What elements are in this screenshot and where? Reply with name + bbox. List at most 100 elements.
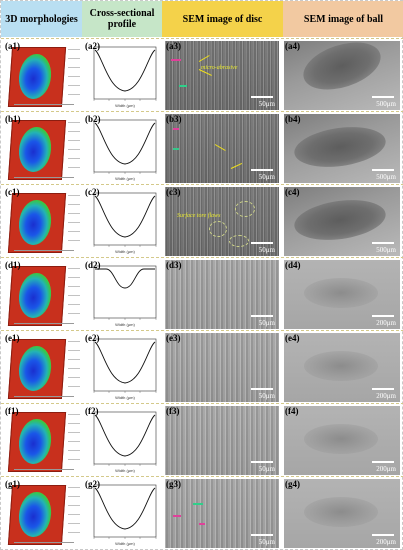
profile-plot: Width (μm): [93, 119, 157, 181]
profile-ticks: [93, 245, 157, 247]
header-sem-ball: SEM image of ball: [283, 1, 403, 37]
profile-ticks: [93, 318, 157, 320]
scale-bar: [251, 242, 273, 244]
panel-label: (b2): [85, 114, 101, 124]
morphology-panel: (a1): [4, 41, 80, 110]
profile-plot: Width (μm): [93, 192, 157, 254]
scale-bar: [372, 96, 394, 98]
figure-row: (b1) (b2) Width (μm): [1, 111, 403, 184]
sem-disc-image: [165, 333, 279, 402]
profile-xlabel: Width (μm): [115, 541, 135, 546]
wear-scar: [304, 351, 378, 381]
profile-curve: [94, 122, 156, 165]
topography-axis-ticks: [68, 268, 80, 314]
scale-bar: [251, 534, 273, 536]
scale-bar-label: 500μm: [376, 100, 396, 108]
header-sem-ball-label: SEM image of ball: [303, 13, 384, 25]
profile-curve: [94, 487, 156, 530]
topography-axis: [14, 396, 74, 399]
sem-disc-image: micro-abrasive: [165, 41, 279, 110]
scale-bar: [372, 534, 394, 536]
sem-disc-panel: (b3) 50μm: [165, 114, 279, 183]
topography-axis-ticks: [68, 49, 80, 95]
profile-panel: (e2) Width (μm): [84, 333, 160, 402]
scale-bar-label: 200μm: [376, 319, 396, 327]
scale-bar: [251, 461, 273, 463]
profile-panel: (g2) Width (μm): [84, 479, 160, 548]
topography-axis: [14, 104, 74, 107]
profile-xlabel: Width (μm): [115, 395, 135, 400]
figure-row: (c1) (c2) Width (μm): [1, 184, 403, 257]
topography-surface: [7, 266, 67, 326]
wear-scar-heatmap: [17, 273, 53, 318]
flaw-highlight-ring: [209, 221, 227, 237]
sem-disc-panel: (d3) 50μm: [165, 260, 279, 329]
panel-label: (c4): [285, 187, 300, 197]
morphology-panel: (e1): [4, 333, 80, 402]
profile-ticks: [93, 172, 157, 174]
profile-curve: [95, 268, 155, 289]
topography-axis-ticks: [68, 122, 80, 168]
profile-plot: Width (μm): [93, 338, 157, 400]
profile-panel: (b2) Width (μm): [84, 114, 160, 183]
header-sem-disc-label: SEM image of disc: [182, 13, 263, 25]
panel-label: (a3): [166, 41, 181, 51]
panel-label: (d3): [166, 260, 182, 270]
panel-label: (d4): [285, 260, 301, 270]
sem-disc-panel: (g3) 50μm: [165, 479, 279, 548]
panel-label: (d2): [85, 260, 101, 270]
panel-label: (f2): [85, 406, 99, 416]
header-3d-morphologies: 3D morphologies: [1, 1, 82, 37]
profile-xlabel: Width (μm): [115, 322, 135, 327]
sem-ball-image: [284, 333, 400, 402]
annotation-arrow: [230, 162, 243, 169]
topography-surface: [7, 339, 67, 399]
wear-scar: [291, 194, 389, 246]
topography-axis: [14, 177, 74, 180]
scale-bar-label: 200μm: [376, 538, 396, 546]
header-3d-morphologies-label: 3D morphologies: [5, 13, 78, 25]
sem-disc-image: [165, 406, 279, 475]
topography-axis: [14, 469, 74, 472]
scale-bar-label: 500μm: [376, 246, 396, 254]
topography-surface: [7, 485, 67, 545]
panel-label: (e3): [166, 333, 181, 343]
scale-bar-label: 50μm: [258, 319, 275, 327]
sem-ball-image: [284, 187, 400, 256]
sem-ball-panel: (c4) 500μm: [284, 187, 400, 256]
sem-disc-image: [165, 260, 279, 329]
sem-ball-panel: (d4) 200μm: [284, 260, 400, 329]
header-cross-sectional-profile: Cross-sectional profile: [82, 1, 162, 37]
topography-axis-ticks: [68, 414, 80, 460]
sem-disc-panel: Surface tore flaws (c3) 50μm: [165, 187, 279, 256]
panel-label: (f3): [166, 406, 180, 416]
profile-curve: [94, 414, 156, 457]
disc-annotation: Surface tore flaws: [177, 213, 221, 219]
profile-xlabel: Width (μm): [115, 249, 135, 254]
profile-plot: Width (μm): [93, 46, 157, 108]
profile-panel: (f2) Width (μm): [84, 406, 160, 475]
wear-scar: [291, 121, 389, 173]
wear-scar: [304, 497, 378, 527]
sem-ball-image: [284, 41, 400, 110]
color-marker: [171, 59, 181, 61]
topography-surface: [7, 193, 67, 253]
sem-disc-image: Surface tore flaws: [165, 187, 279, 256]
morphology-panel: (d1): [4, 260, 80, 329]
scale-bar: [251, 96, 273, 98]
figure-row: (f1) (f2) Width (μm): [1, 403, 403, 476]
flaw-highlight-ring: [229, 235, 249, 247]
wear-scar-heatmap: [17, 200, 53, 245]
topography-axis: [14, 542, 74, 545]
scale-bar-label: 200μm: [376, 392, 396, 400]
profile-panel: (c2) Width (μm): [84, 187, 160, 256]
sem-ball-panel: (e4) 200μm: [284, 333, 400, 402]
sem-ball-panel: (g4) 200μm: [284, 479, 400, 548]
sem-ball-image: [284, 114, 400, 183]
color-marker: [179, 85, 187, 87]
scale-bar-label: 50μm: [258, 465, 275, 473]
morphology-panel: (c1): [4, 187, 80, 256]
color-marker: [199, 523, 205, 525]
panel-label: (a2): [85, 41, 100, 51]
